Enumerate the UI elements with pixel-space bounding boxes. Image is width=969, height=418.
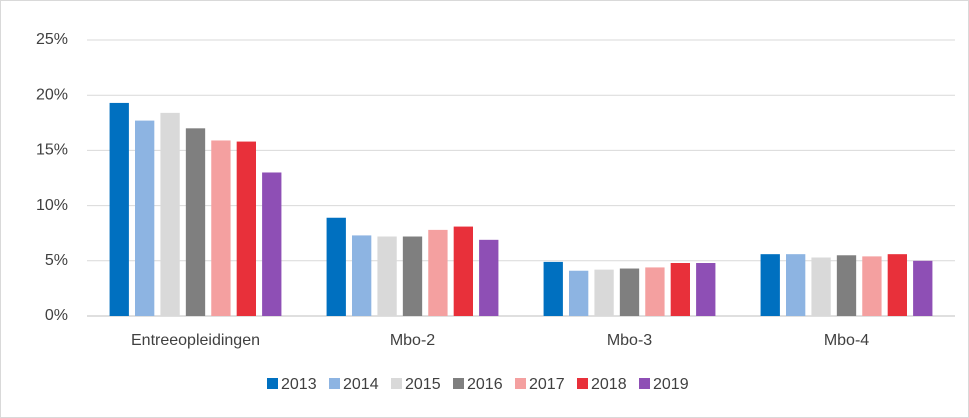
bar bbox=[135, 120, 155, 316]
legend-label: 2016 bbox=[467, 376, 503, 393]
bar bbox=[760, 254, 780, 316]
y-tick-label: 20% bbox=[36, 86, 68, 103]
bar bbox=[262, 172, 282, 316]
bar bbox=[836, 255, 857, 316]
bar bbox=[645, 267, 665, 316]
x-tick-label: Mbo-2 bbox=[390, 332, 435, 349]
bar bbox=[670, 263, 690, 316]
legend-label: 2017 bbox=[529, 376, 565, 393]
y-tick-label: 25% bbox=[36, 31, 68, 48]
bar bbox=[696, 263, 716, 316]
y-tick-label: 5% bbox=[45, 252, 68, 269]
x-tick-label: Entreeopleidingen bbox=[131, 332, 260, 349]
y-tick-label: 15% bbox=[36, 142, 68, 159]
bar bbox=[211, 140, 231, 316]
bar bbox=[428, 229, 448, 316]
legend-swatch bbox=[453, 378, 464, 389]
bar bbox=[786, 254, 806, 316]
bar bbox=[862, 256, 882, 316]
legend-label: 2014 bbox=[343, 376, 379, 393]
bar bbox=[619, 268, 640, 316]
bar bbox=[236, 141, 256, 316]
legend-label: 2015 bbox=[405, 376, 441, 393]
legend-swatch bbox=[639, 378, 650, 389]
x-tick-label: Mbo-3 bbox=[607, 332, 652, 349]
bar bbox=[453, 226, 473, 316]
bar bbox=[185, 128, 206, 316]
bar bbox=[326, 217, 346, 316]
bar bbox=[479, 239, 499, 316]
bar bbox=[569, 270, 589, 316]
bar bbox=[543, 261, 563, 316]
legend-label: 2018 bbox=[591, 376, 627, 393]
bar bbox=[887, 254, 907, 316]
bar bbox=[109, 102, 129, 316]
legend-label: 2019 bbox=[653, 376, 689, 393]
legend-swatch bbox=[515, 378, 526, 389]
y-tick-label: 0% bbox=[45, 307, 68, 324]
x-tick-label: Mbo-4 bbox=[824, 332, 869, 349]
y-tick-label: 10% bbox=[36, 197, 68, 214]
legend-swatch bbox=[267, 378, 278, 389]
bar bbox=[811, 257, 831, 316]
legend-swatch bbox=[577, 378, 588, 389]
bar bbox=[594, 269, 614, 316]
bar bbox=[377, 236, 397, 316]
legend-swatch bbox=[391, 378, 402, 389]
bar bbox=[160, 112, 180, 316]
legend-label: 2013 bbox=[281, 376, 317, 393]
bar bbox=[402, 236, 423, 316]
bar bbox=[913, 260, 933, 316]
legend-swatch bbox=[329, 378, 340, 389]
bar bbox=[352, 235, 372, 316]
